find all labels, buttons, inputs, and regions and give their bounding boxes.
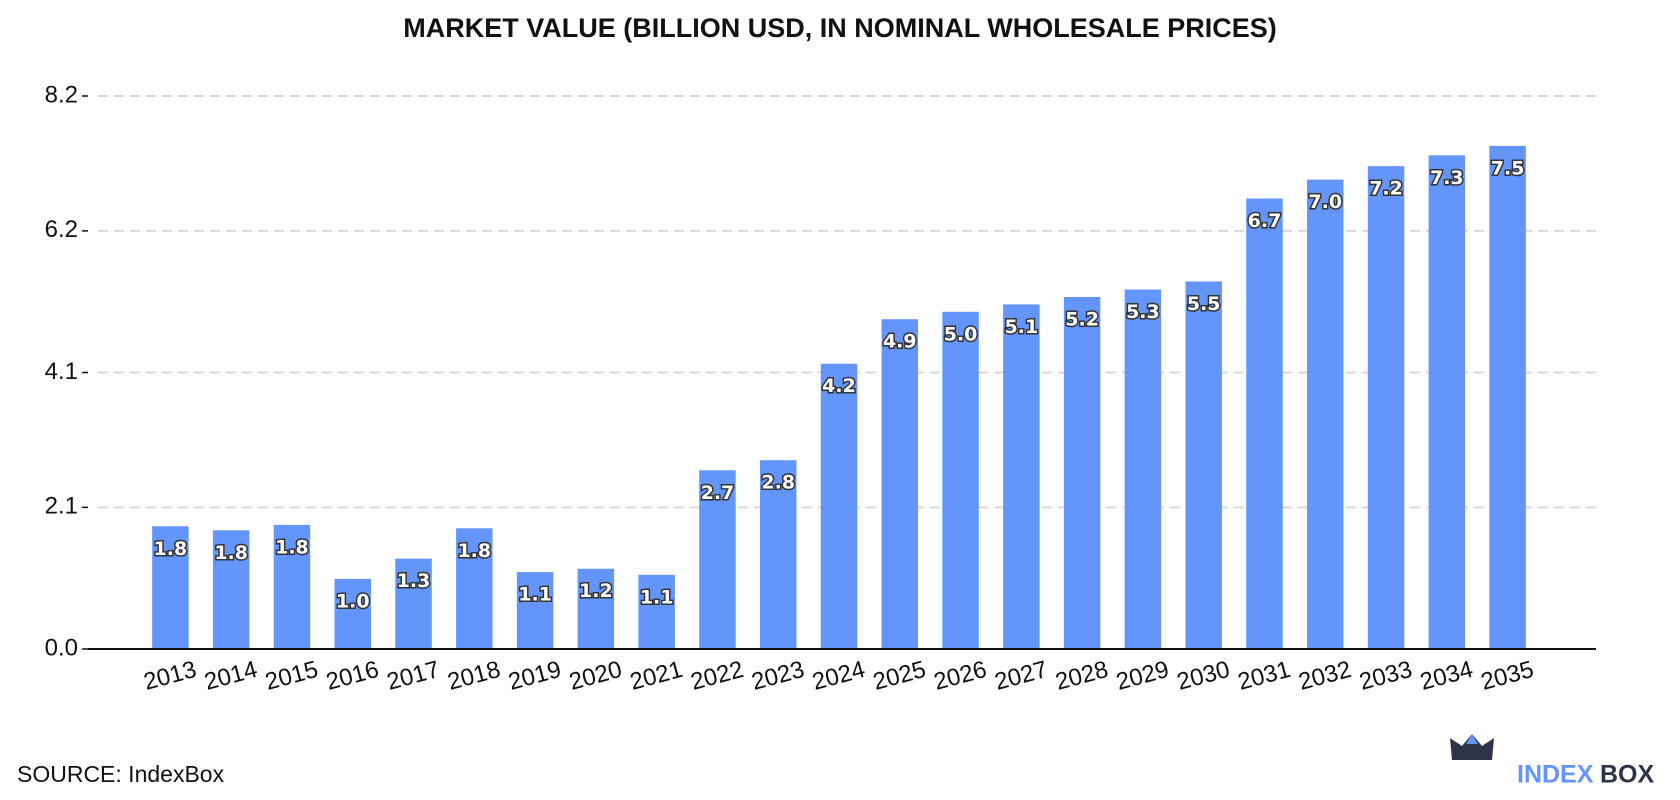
value-label: 5.0 <box>944 323 978 345</box>
value-label: 2.7 <box>701 482 735 504</box>
bar <box>1246 198 1283 649</box>
logo-text: BOX <box>1600 761 1655 789</box>
bar <box>273 524 311 649</box>
bar <box>334 578 371 649</box>
value-label: 1.8 <box>457 540 491 562</box>
x-tick-label: 2019 <box>506 656 565 696</box>
bar <box>1003 304 1040 649</box>
value-label: 1.2 <box>579 580 613 602</box>
x-tick-label: 2029 <box>1113 656 1172 696</box>
x-tick-label: 2027 <box>992 656 1051 696</box>
value-label: 5.1 <box>1005 316 1039 338</box>
value-label: 4.9 <box>883 331 917 353</box>
y-tick-label: 6.2 <box>45 216 78 243</box>
x-tick-label: 2016 <box>323 656 382 696</box>
y-tick-label: 8.2 <box>45 81 78 108</box>
logo-icon <box>1450 734 1494 760</box>
x-tick-label: 2031 <box>1235 656 1294 696</box>
bar <box>152 526 189 649</box>
x-tick-label: 2025 <box>870 656 929 696</box>
value-label: 4.2 <box>822 375 856 397</box>
value-label: 2.8 <box>761 472 795 494</box>
bar <box>1428 155 1466 649</box>
x-tick-label: 2028 <box>1053 656 1112 696</box>
y-tick-label: 2.1 <box>45 493 78 520</box>
y-tick-label: 4.1 <box>45 358 78 385</box>
bar <box>1063 296 1101 649</box>
logo: INDEX BOX <box>1450 734 1655 789</box>
chart-title: MARKET VALUE (BILLION USD, IN NOMINAL WH… <box>403 13 1277 43</box>
bar <box>820 363 858 649</box>
bar <box>577 568 615 649</box>
x-tick-label: 2013 <box>141 656 200 696</box>
source: SOURCE: IndexBox <box>17 761 225 787</box>
bar <box>1124 289 1162 649</box>
bar <box>516 572 554 649</box>
x-tick-label: 2035 <box>1478 656 1537 696</box>
value-label: 7.0 <box>1308 191 1342 213</box>
x-tick-label: 2022 <box>688 656 747 696</box>
value-label: 5.3 <box>1126 301 1160 323</box>
value-label: 1.8 <box>154 538 188 560</box>
logo-text: INDEX <box>1517 761 1594 789</box>
bar <box>699 470 736 649</box>
x-tick-label: 2030 <box>1174 656 1233 696</box>
bar <box>1185 281 1222 649</box>
bar <box>395 558 432 649</box>
x-tick-label: 2026 <box>931 656 990 696</box>
logo-icon-accent <box>1466 734 1478 744</box>
y-tick-label: 0.0 <box>45 634 78 661</box>
value-label: 1.0 <box>336 590 370 612</box>
bar <box>881 319 919 649</box>
bar <box>456 528 493 649</box>
bar <box>759 460 797 649</box>
value-label: 6.7 <box>1248 210 1282 232</box>
x-tick-label: 2014 <box>202 656 261 696</box>
value-label: 1.3 <box>397 570 431 592</box>
x-tick-label: 2015 <box>262 656 321 696</box>
x-tick-label: 2024 <box>809 656 868 696</box>
bar <box>942 311 979 649</box>
bar <box>212 530 250 649</box>
x-tick-label: 2021 <box>627 656 686 696</box>
bar <box>1367 166 1405 649</box>
value-label: 1.1 <box>640 586 674 608</box>
value-label: 5.2 <box>1065 308 1099 330</box>
x-tick-label: 2034 <box>1417 656 1476 696</box>
x-tick-label: 2023 <box>749 656 808 696</box>
value-label: 5.5 <box>1187 293 1221 315</box>
value-label: 7.3 <box>1430 167 1464 189</box>
bar <box>1307 179 1344 649</box>
x-tick-label: 2020 <box>566 656 625 696</box>
value-label: 1.8 <box>214 542 248 564</box>
value-label: 7.5 <box>1491 157 1525 179</box>
x-tick-label: 2017 <box>384 656 443 696</box>
x-tick-label: 2018 <box>445 656 504 696</box>
x-tick-label: 2033 <box>1356 656 1415 696</box>
value-label: 1.1 <box>518 584 552 606</box>
x-tick-label: 2032 <box>1296 656 1355 696</box>
bar <box>638 574 675 649</box>
value-label: 1.8 <box>275 536 309 558</box>
value-label: 7.2 <box>1369 178 1403 200</box>
bar <box>1489 145 1526 649</box>
